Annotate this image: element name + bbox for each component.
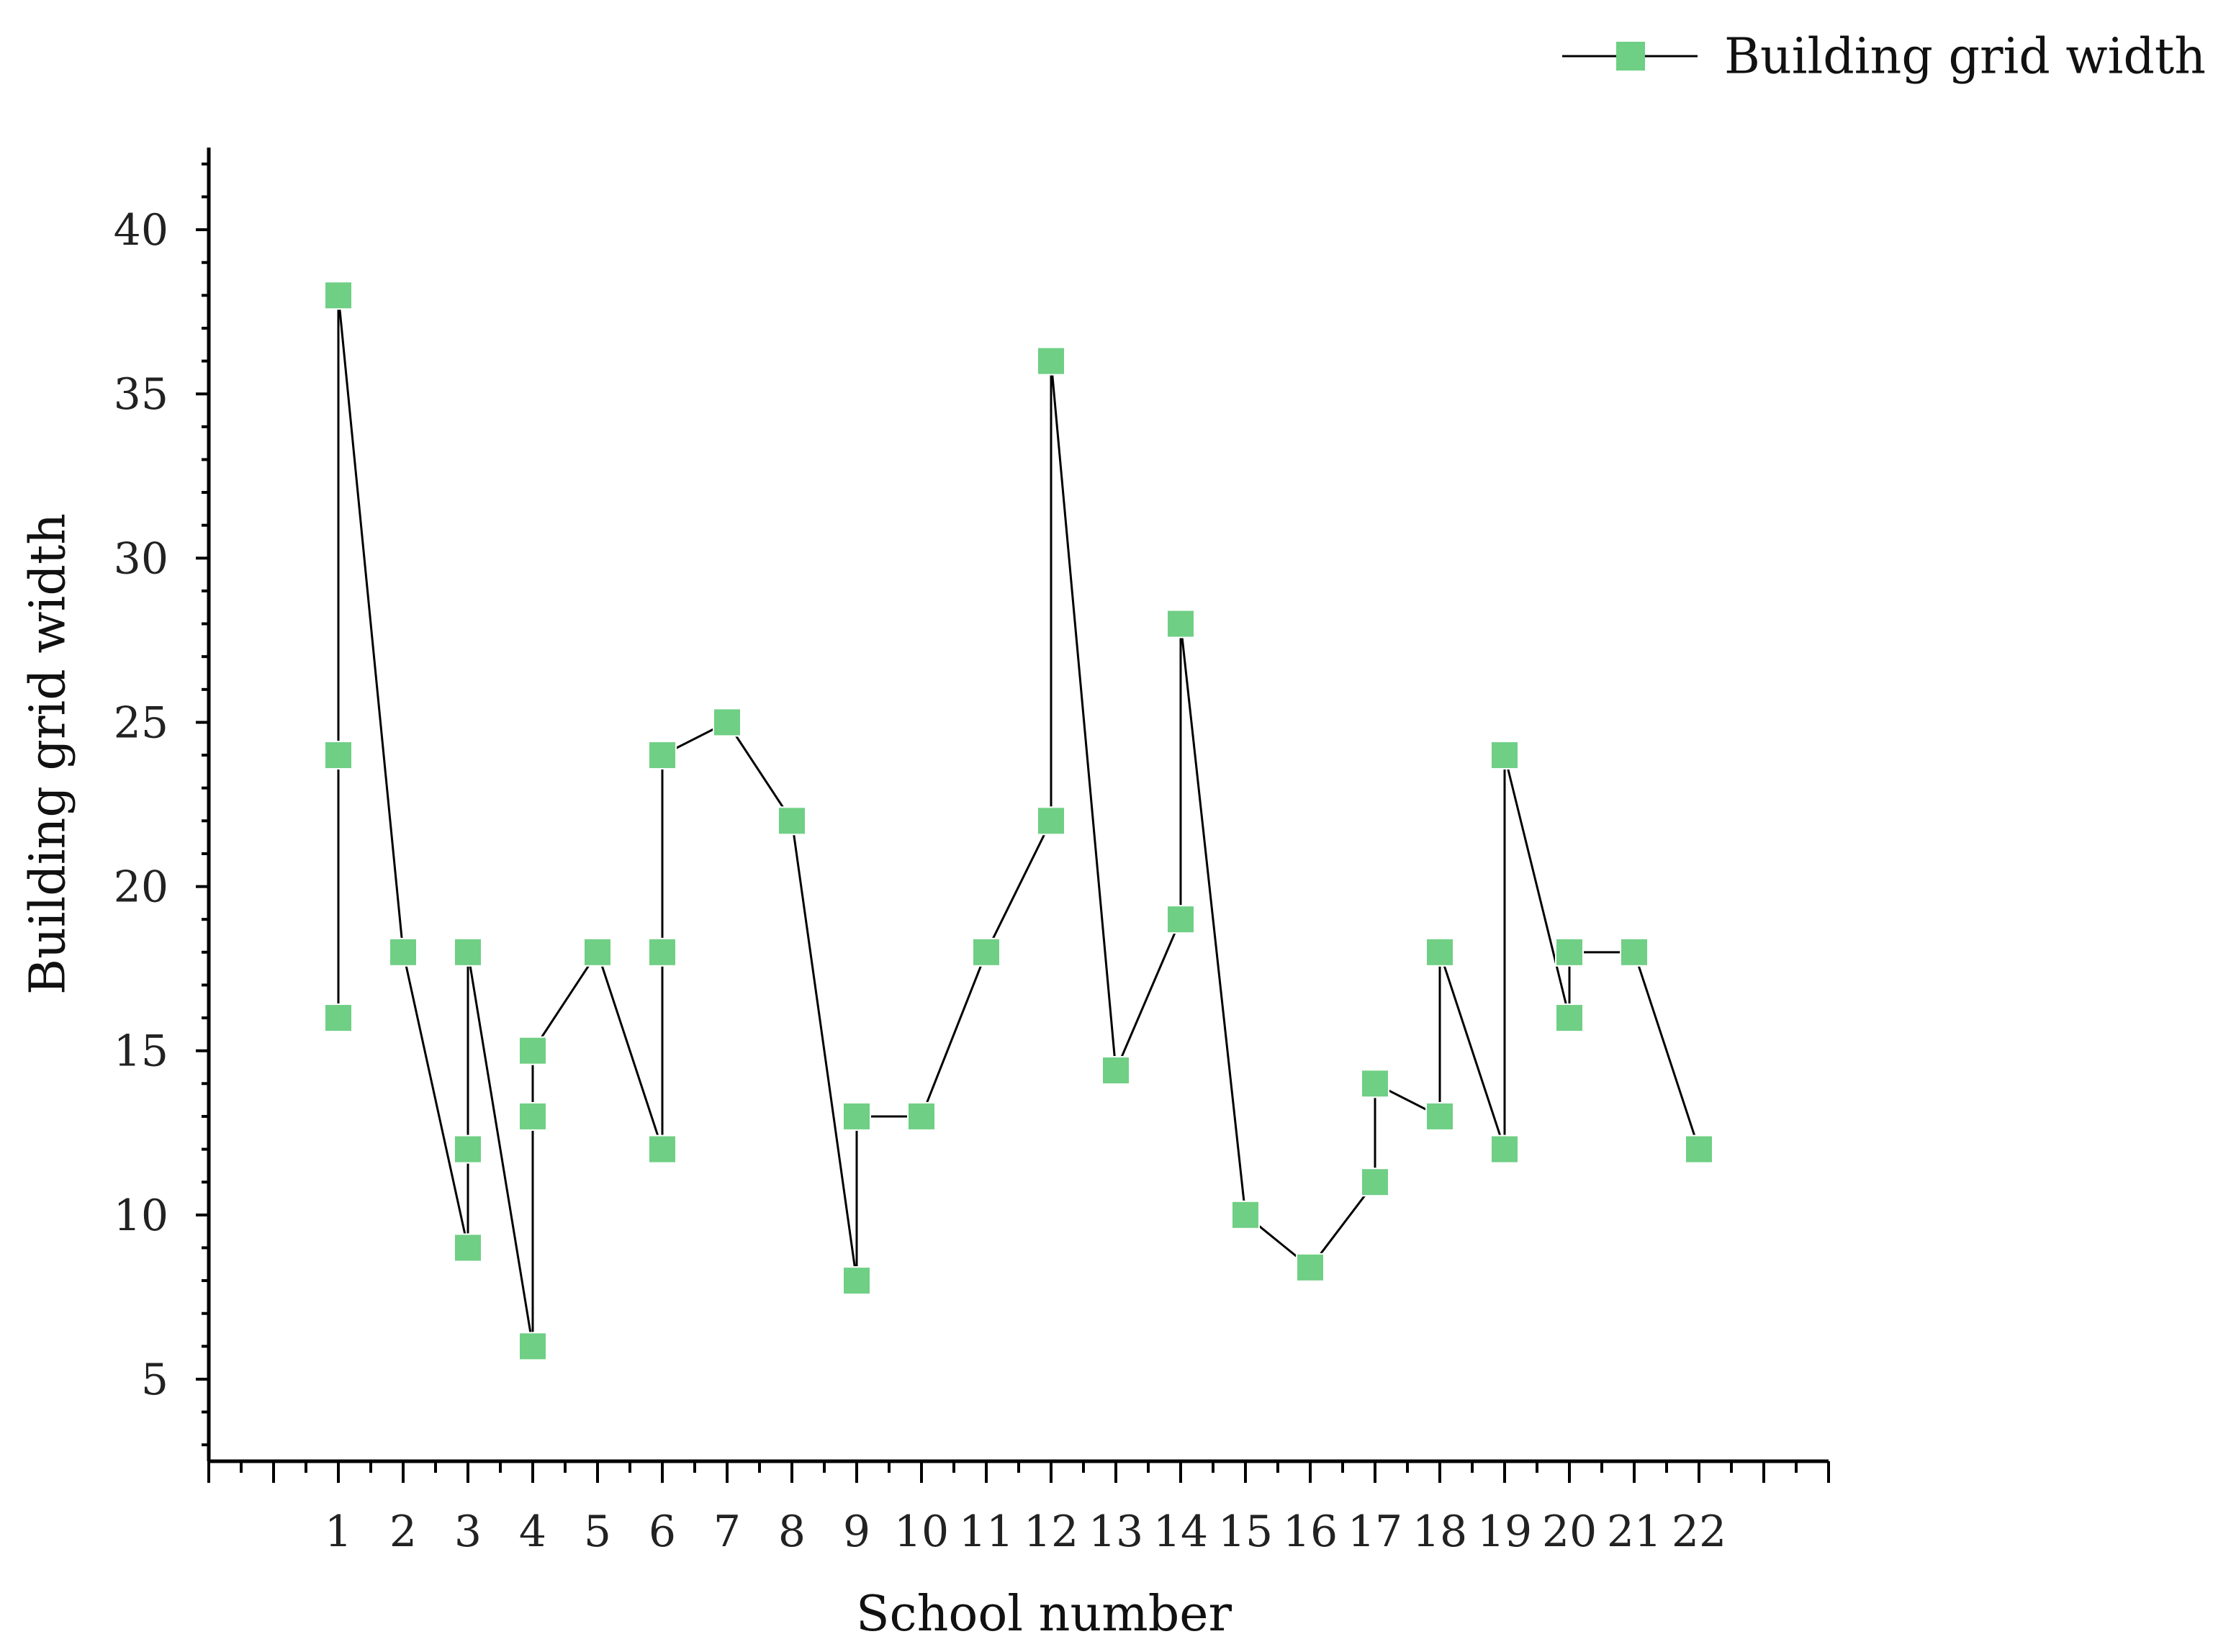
y-tick-label: 10 [114,1191,168,1241]
x-tick-label: 17 [1348,1507,1402,1557]
y-tick-label: 25 [114,698,168,748]
x-tick-label: 18 [1412,1507,1467,1557]
x-tick-label: 10 [894,1507,949,1557]
data-point [1490,741,1519,770]
data-point [842,1266,871,1296]
data-point [518,1036,547,1065]
data-point [324,741,353,770]
data-point [648,741,677,770]
data-point [454,1134,482,1164]
data-point [1166,905,1195,934]
data-point [389,937,418,967]
x-tick-label: 15 [1218,1507,1273,1557]
data-point [1361,1069,1389,1098]
data-point [1685,1134,1713,1164]
data-point [842,1101,871,1131]
x-axis-title: School number [856,1586,1232,1643]
y-tick-label: 30 [114,533,168,584]
data-point [1101,1056,1130,1085]
x-tick-label: 14 [1153,1507,1208,1557]
data-point [713,708,742,737]
data-point [1555,937,1584,967]
x-tick-label: 22 [1672,1507,1726,1557]
legend: Building grid width [1562,29,2206,86]
data-point [778,806,806,836]
x-tick-label: 8 [778,1507,806,1557]
data-point [1037,806,1065,836]
x-tick-label: 21 [1607,1507,1662,1557]
data-point [1490,1134,1519,1164]
data-point [324,1003,353,1033]
data-point [1296,1252,1325,1282]
x-tick-label: 20 [1542,1507,1597,1557]
x-tick-label: 11 [959,1507,1014,1557]
x-tick-label: 7 [713,1507,741,1557]
x-tick-label: 19 [1477,1507,1532,1557]
series-line [337,295,1700,1347]
x-tick-label: 3 [454,1507,482,1557]
x-tick-label: 1 [325,1507,352,1557]
y-tick-label: 15 [114,1026,168,1077]
data-point [972,937,1001,967]
x-tick-label: 12 [1024,1507,1078,1557]
data-point [1425,1101,1454,1131]
data-point [1620,937,1649,967]
data-point [1231,1200,1260,1229]
data-point [454,1233,482,1263]
y-axis-title: Building grid width [20,513,77,995]
data-point [324,281,353,310]
data-point [454,937,482,967]
y-tick-label: 40 [114,205,168,256]
data-point [1037,346,1065,376]
chart-series [324,281,1713,1361]
data-point [1555,1003,1584,1033]
x-tick-label: 13 [1089,1507,1143,1557]
y-tick-label: 20 [114,862,168,913]
legend-label: Building grid width [1724,29,2206,86]
data-point [907,1101,936,1131]
y-tick-label: 35 [114,369,168,420]
y-tick-label: 5 [141,1355,168,1405]
x-tick-label: 6 [649,1507,676,1557]
data-point [518,1332,547,1361]
x-tick-label: 5 [584,1507,611,1557]
data-point [1425,937,1454,967]
x-tick-label: 16 [1283,1507,1338,1557]
data-point [518,1101,547,1131]
data-point [1361,1168,1389,1197]
data-point [583,937,612,967]
data-point [1166,609,1195,638]
data-point [648,1134,677,1164]
x-tick-label: 9 [843,1507,870,1557]
x-tick-label: 2 [389,1507,417,1557]
data-point [648,937,677,967]
x-tick-label: 4 [519,1507,546,1557]
legend-marker [1616,42,1645,71]
